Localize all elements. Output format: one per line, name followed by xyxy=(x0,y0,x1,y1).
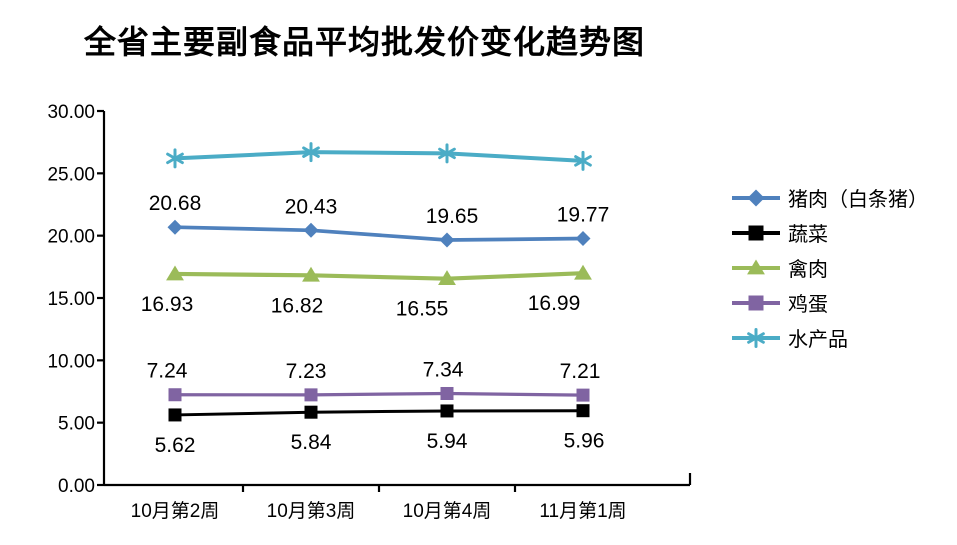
y-tick-label: 25.00 xyxy=(47,164,95,185)
square-marker xyxy=(440,386,454,400)
triangle-marker xyxy=(166,265,184,281)
legend-item: 鸡蛋 xyxy=(731,285,928,320)
data-label: 7.21 xyxy=(560,360,601,383)
star-marker xyxy=(302,142,320,163)
star-marker xyxy=(166,148,184,169)
series-line xyxy=(172,271,586,281)
x-category-label: 11月第1周 xyxy=(539,500,626,522)
legend-triangle-swatch-icon xyxy=(732,259,780,274)
diamond-marker xyxy=(439,232,455,248)
square-marker xyxy=(168,408,182,422)
series-1 xyxy=(168,404,590,422)
legend: 猪肉（白条猪） 蔬菜禽肉鸡蛋水产品 xyxy=(731,180,928,355)
series-4 xyxy=(166,142,592,171)
legend-item: 猪肉（白条猪） xyxy=(731,180,928,215)
y-tick-label: 15.00 xyxy=(47,289,95,310)
legend-item: 水产品 xyxy=(731,320,928,355)
series-line xyxy=(173,225,585,242)
triangle-marker xyxy=(302,266,320,282)
series-line xyxy=(173,391,585,397)
square-marker xyxy=(304,405,318,419)
data-label: 16.82 xyxy=(271,294,324,317)
square-marker xyxy=(748,225,764,240)
y-tick-label: 20.00 xyxy=(47,227,95,248)
x-category-label: 10月第4周 xyxy=(403,500,492,522)
series-3 xyxy=(168,386,590,402)
square-marker xyxy=(440,404,454,418)
data-label: 7.34 xyxy=(423,358,464,381)
x-axis xyxy=(104,473,692,492)
legend-square-swatch-icon xyxy=(732,225,780,240)
data-label: 20.68 xyxy=(149,192,202,215)
data-label: 7.24 xyxy=(147,360,188,383)
data-label: 5.96 xyxy=(564,430,605,453)
series-2 xyxy=(166,264,592,286)
series-line xyxy=(173,150,585,163)
square-marker xyxy=(304,388,318,402)
y-tick-label: 30.00 xyxy=(47,102,95,123)
data-label: 7.23 xyxy=(286,360,327,383)
legend-item: 禽肉 xyxy=(731,250,928,285)
square-marker xyxy=(576,388,590,402)
diamond-marker xyxy=(303,222,319,238)
square-marker xyxy=(576,404,590,418)
legend-label: 鸡蛋 xyxy=(788,294,828,316)
chart-title: 全省主要副食品平均批发价变化趋势图 xyxy=(84,23,646,61)
diamond-marker xyxy=(747,189,765,206)
y-tick-label: 0.00 xyxy=(58,476,95,497)
legend-label: 蔬菜 xyxy=(788,224,828,246)
data-label: 5.94 xyxy=(427,430,468,453)
legend-star-swatch-icon xyxy=(732,327,780,348)
triangle-marker xyxy=(438,270,456,286)
data-label: 5.62 xyxy=(155,434,196,457)
square-marker xyxy=(168,388,182,402)
data-label: 16.93 xyxy=(141,293,194,316)
y-tick-label: 10.00 xyxy=(47,351,95,372)
star-marker xyxy=(574,150,592,171)
x-category-label: 10月第2周 xyxy=(131,500,220,522)
data-label: 20.43 xyxy=(285,195,338,218)
square-marker xyxy=(748,295,764,310)
star-marker xyxy=(438,143,456,164)
series-line xyxy=(173,409,585,417)
data-label: 5.84 xyxy=(291,431,332,454)
legend-item: 蔬菜 xyxy=(731,215,928,250)
diamond-marker xyxy=(167,219,183,235)
y-tick-label: 5.00 xyxy=(58,414,95,435)
x-category-label: 10月第3周 xyxy=(267,500,356,522)
star-marker xyxy=(747,327,765,348)
data-label: 19.65 xyxy=(426,205,479,228)
y-axis xyxy=(97,109,106,487)
legend-diamond-swatch-icon xyxy=(732,189,780,206)
legend-label: 禽肉 xyxy=(788,259,828,281)
legend-square-swatch-icon xyxy=(732,295,780,310)
legend-label: 水产品 xyxy=(788,329,848,351)
data-label: 16.99 xyxy=(528,292,581,315)
legend-label: 猪肉（白条猪） xyxy=(788,189,928,211)
triangle-marker xyxy=(747,259,765,274)
diamond-marker xyxy=(575,231,591,247)
data-label: 16.55 xyxy=(396,298,449,321)
data-label: 19.77 xyxy=(557,204,610,227)
triangle-marker xyxy=(574,264,592,280)
series-0 xyxy=(167,219,591,248)
